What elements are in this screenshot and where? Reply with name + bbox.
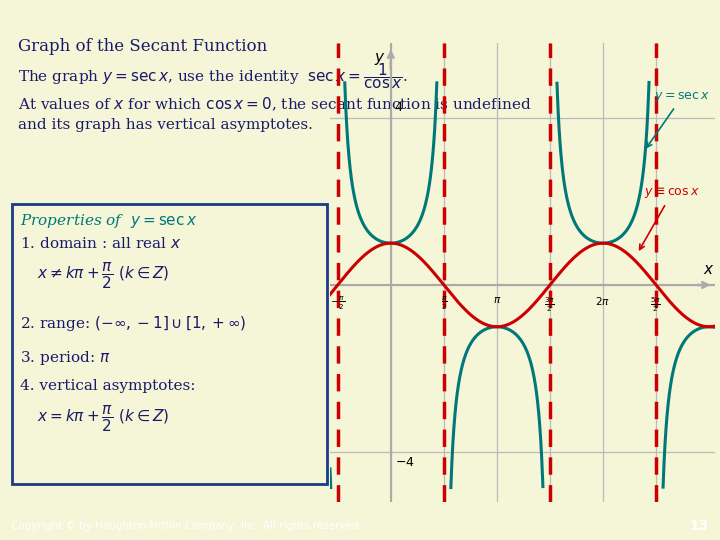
Text: Graph of the Secant Function: Graph of the Secant Function [18, 38, 267, 55]
Text: 3. period: $\pi$: 3. period: $\pi$ [20, 349, 111, 367]
Text: $y = \sec x$: $y = \sec x$ [647, 90, 710, 147]
Text: $y \equiv \cos x$: $y \equiv \cos x$ [639, 186, 700, 249]
Text: $\frac{\pi}{2}$: $\frac{\pi}{2}$ [441, 295, 447, 313]
Text: 1. domain : all real $x$: 1. domain : all real $x$ [20, 236, 181, 251]
Text: $x \neq k\pi + \dfrac{\pi}{2}\ (k \in Z)$: $x \neq k\pi + \dfrac{\pi}{2}\ (k \in Z)… [37, 261, 169, 291]
Text: $x = k\pi + \dfrac{\pi}{2}\ (k \in Z)$: $x = k\pi + \dfrac{\pi}{2}\ (k \in Z)$ [37, 404, 169, 434]
Text: $\pi$: $\pi$ [492, 295, 501, 306]
Bar [12, 204, 327, 484]
Text: $\frac{3\pi}{2}$: $\frac{3\pi}{2}$ [544, 295, 556, 314]
Text: Copyright © by Houghton Mifflin Company, Inc. All rights reserved.: Copyright © by Houghton Mifflin Company,… [11, 521, 362, 531]
Text: and its graph has vertical asymptotes.: and its graph has vertical asymptotes. [18, 118, 313, 132]
Text: The graph $y = \mathrm{sec}\,x$, use the identity  $\mathrm{sec}\, x = \dfrac{1}: The graph $y = \mathrm{sec}\,x$, use the… [18, 61, 408, 91]
Text: At values of $x$ for which $\cos x = 0$, the secant function is undefined: At values of $x$ for which $\cos x = 0$,… [18, 96, 531, 113]
Text: $y$: $y$ [374, 51, 386, 67]
Text: 4. vertical asymptotes:: 4. vertical asymptotes: [20, 379, 196, 393]
Text: $\frac{5\pi}{2}$: $\frac{5\pi}{2}$ [650, 295, 662, 314]
Text: 2. range: $(-\infty, -1] \cup [1, +\infty)$: 2. range: $(-\infty, -1] \cup [1, +\inft… [20, 314, 246, 333]
Text: 13: 13 [690, 519, 709, 533]
Text: $-\frac{\pi}{2}$: $-\frac{\pi}{2}$ [330, 295, 346, 313]
Text: $-4$: $-4$ [395, 456, 415, 469]
Text: $x$: $x$ [703, 261, 715, 276]
Text: Properties of  $y = \mathrm{sec}\,x$: Properties of $y = \mathrm{sec}\,x$ [20, 212, 197, 230]
Text: $2\pi$: $2\pi$ [595, 295, 611, 307]
Text: 4: 4 [395, 100, 402, 113]
